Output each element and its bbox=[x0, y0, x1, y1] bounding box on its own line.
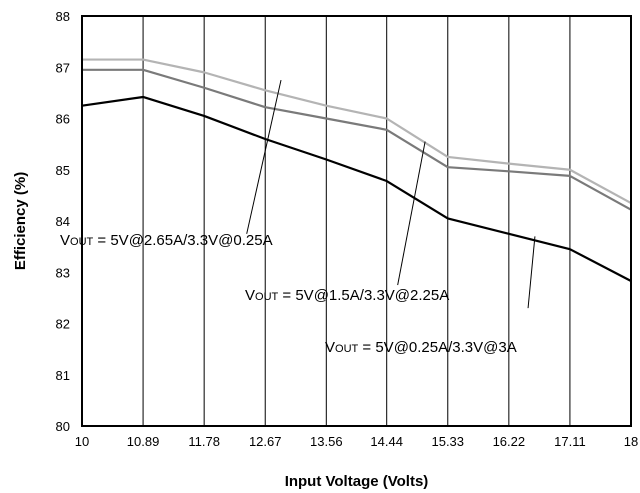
x-tick-label: 11.78 bbox=[188, 434, 220, 449]
x-tick-label: 17.11 bbox=[554, 434, 586, 449]
x-tick-label: 18 bbox=[624, 434, 638, 449]
x-axis-label: Input Voltage (Volts) bbox=[285, 473, 429, 490]
annotation-label-3: VOUT = 5V@0.25A/3.3V@3A bbox=[325, 339, 517, 356]
series-line-1 bbox=[82, 58, 632, 205]
y-tick-label: 87 bbox=[56, 60, 70, 75]
y-tick-label: 88 bbox=[56, 9, 70, 24]
series-line-3 bbox=[81, 95, 632, 282]
grid-lines bbox=[142, 16, 571, 426]
tick-labels: 10 10.89 11.78 12.67 13.56 14.44 15.33 16.22 17.… bbox=[56, 9, 639, 449]
annotation-label-1: VOUT = 5V@2.65A/3.3V@0.25A bbox=[60, 232, 273, 249]
x-tick-label: 13.56 bbox=[310, 434, 343, 449]
annotation-label-2: VOUT = 5V@1.5A/3.3V@2.25A bbox=[245, 287, 449, 304]
x-tick-label: 15.33 bbox=[431, 434, 464, 449]
y-tick-label: 80 bbox=[56, 419, 70, 434]
y-tick-label: 82 bbox=[56, 317, 70, 332]
y-tick-label: 83 bbox=[56, 265, 70, 280]
annotation-leader-3 bbox=[527, 236, 536, 309]
series-line-2 bbox=[82, 68, 632, 211]
x-tick-label: 10.89 bbox=[127, 434, 160, 449]
x-tick-label: 12.67 bbox=[249, 434, 282, 449]
y-axis-label: Efficiency (%) bbox=[12, 172, 29, 270]
y-tick-label: 84 bbox=[56, 214, 70, 229]
annotations: VOUT = 5V@2.65A/3.3V@0.25A VOUT = 5V@1.5A… bbox=[60, 232, 517, 356]
x-tick-label: 10 bbox=[75, 434, 89, 449]
y-tick-label: 85 bbox=[56, 163, 70, 178]
annotation-leader-2 bbox=[397, 141, 426, 286]
y-tick-label: 86 bbox=[56, 112, 70, 127]
annotation-leaders bbox=[246, 79, 536, 309]
series-lines bbox=[81, 58, 632, 282]
x-tick-label: 16.22 bbox=[493, 434, 526, 449]
plot-frame bbox=[81, 15, 632, 427]
annotation-leader-1 bbox=[246, 79, 282, 234]
y-tick-label: 81 bbox=[56, 368, 70, 383]
x-tick-label: 14.44 bbox=[370, 434, 403, 449]
